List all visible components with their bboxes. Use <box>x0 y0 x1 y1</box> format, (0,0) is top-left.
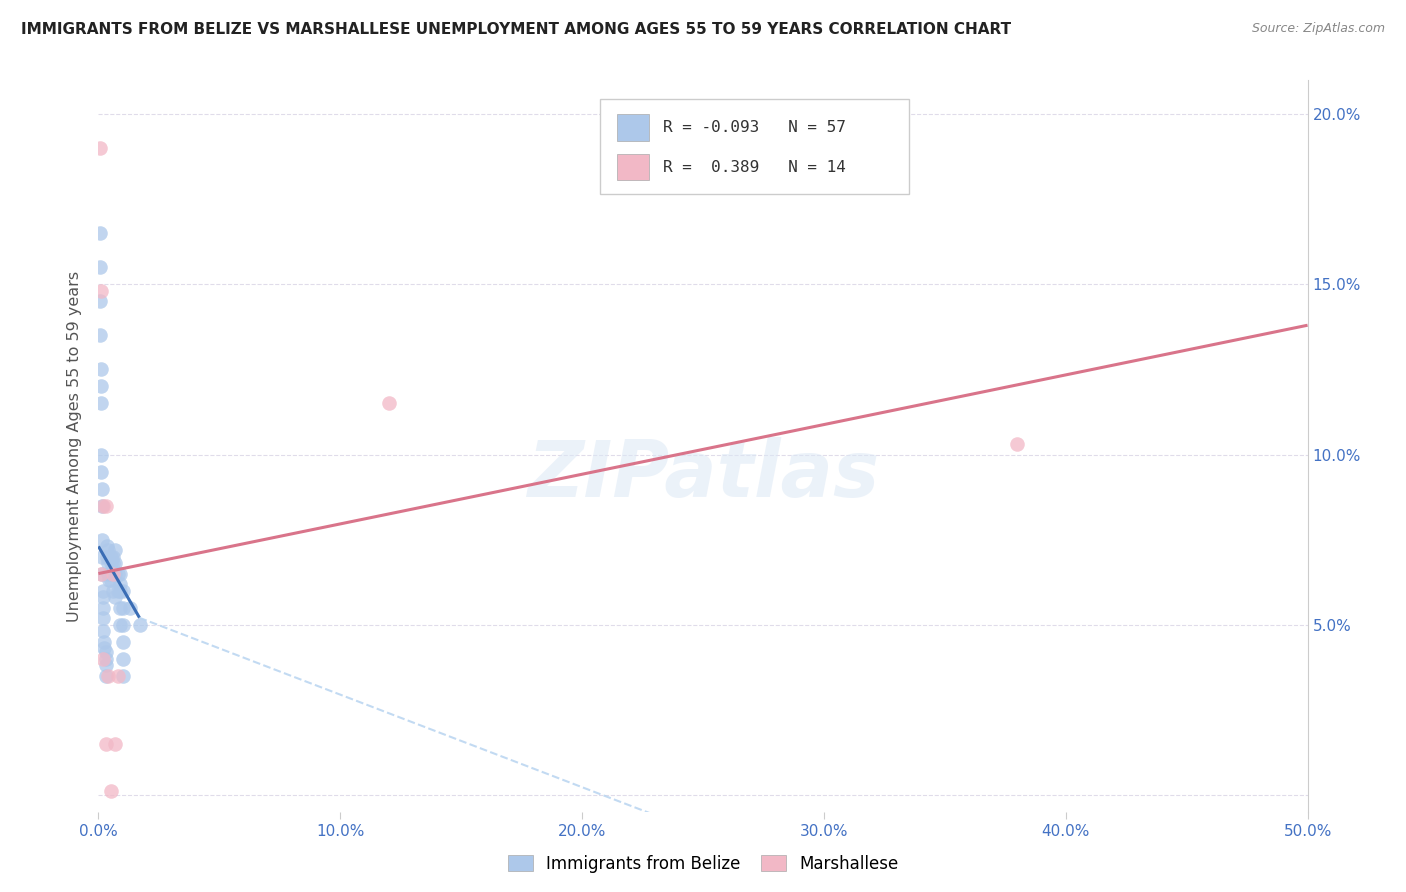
Point <box>90 379 112 393</box>
Point <box>94 499 117 513</box>
Y-axis label: Unemployment Among Ages 55 to 59 years: Unemployment Among Ages 55 to 59 years <box>67 270 83 622</box>
Text: R =  0.389   N = 14: R = 0.389 N = 14 <box>664 160 846 175</box>
Point <box>91 499 114 513</box>
Point <box>107 583 129 598</box>
Point <box>100 574 122 588</box>
Point <box>96 540 118 554</box>
Point <box>91 600 114 615</box>
Point <box>111 617 134 632</box>
Point <box>91 651 114 665</box>
Point <box>118 600 141 615</box>
Point <box>89 260 111 275</box>
Point <box>91 499 114 513</box>
Point <box>94 645 117 659</box>
Text: ZIPatlas: ZIPatlas <box>527 437 879 513</box>
Point <box>91 611 114 625</box>
FancyBboxPatch shape <box>600 99 908 194</box>
Point <box>96 549 118 564</box>
Point <box>101 583 124 598</box>
Point <box>101 566 124 581</box>
Legend: Immigrants from Belize, Marshallese: Immigrants from Belize, Marshallese <box>501 848 905 880</box>
Point <box>104 566 127 581</box>
Point <box>90 448 112 462</box>
Point <box>98 574 121 588</box>
Point <box>104 591 127 605</box>
Point <box>97 566 120 581</box>
Point <box>377 396 399 410</box>
FancyBboxPatch shape <box>617 114 648 141</box>
Point <box>97 557 120 571</box>
Point <box>100 784 122 798</box>
Text: R = -0.093   N = 57: R = -0.093 N = 57 <box>664 120 846 136</box>
Point <box>91 482 114 496</box>
Point <box>108 617 131 632</box>
Point <box>107 668 129 682</box>
Point <box>89 227 111 241</box>
Text: IMMIGRANTS FROM BELIZE VS MARSHALLESE UNEMPLOYMENT AMONG AGES 55 TO 59 YEARS COR: IMMIGRANTS FROM BELIZE VS MARSHALLESE UN… <box>21 22 1011 37</box>
Point <box>111 634 134 648</box>
Point <box>104 557 127 571</box>
Point <box>97 542 120 557</box>
Point <box>93 634 115 648</box>
Point <box>111 668 134 682</box>
Point <box>108 576 131 591</box>
Point <box>100 557 122 571</box>
Point <box>94 737 117 751</box>
Point <box>128 617 150 632</box>
Point <box>104 737 127 751</box>
Point <box>100 549 122 564</box>
Point <box>101 549 124 564</box>
Point <box>90 465 112 479</box>
Point <box>91 566 114 581</box>
Point <box>94 658 117 673</box>
Point <box>89 141 111 155</box>
Point <box>90 362 112 376</box>
Point <box>93 641 115 656</box>
Point <box>108 600 131 615</box>
Point <box>101 566 124 581</box>
Point <box>107 566 129 581</box>
Point <box>108 583 131 598</box>
Point <box>97 668 120 682</box>
Point <box>108 566 131 581</box>
Point <box>91 591 114 605</box>
Point <box>90 396 112 410</box>
Point <box>111 651 134 665</box>
Point <box>90 284 112 298</box>
FancyBboxPatch shape <box>617 153 648 180</box>
Text: Source: ZipAtlas.com: Source: ZipAtlas.com <box>1251 22 1385 36</box>
Point <box>111 600 134 615</box>
Point <box>111 583 134 598</box>
Point <box>89 294 111 309</box>
Point <box>91 624 114 639</box>
Point <box>91 549 114 564</box>
Point <box>91 533 114 547</box>
Point <box>90 566 112 581</box>
Point <box>1007 437 1029 451</box>
Point <box>94 668 117 682</box>
Point <box>89 328 111 343</box>
Point <box>104 542 127 557</box>
Point <box>94 651 117 665</box>
Point <box>101 557 124 571</box>
Point <box>91 583 114 598</box>
